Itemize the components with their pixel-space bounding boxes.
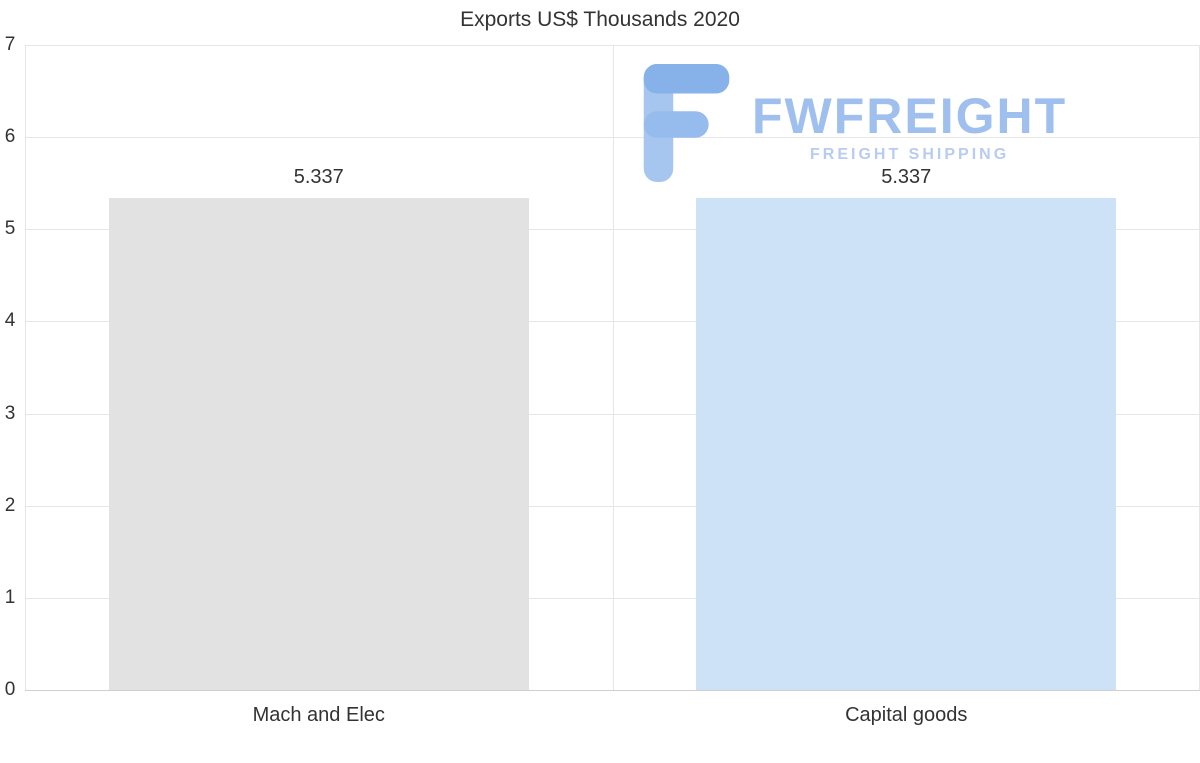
chart-title: Exports US$ Thousands 2020 xyxy=(460,8,740,31)
x-category-label: Mach and Elec xyxy=(252,704,385,726)
fwfreight-logo-icon xyxy=(643,64,730,182)
y-tick-label: 6 xyxy=(4,126,16,148)
y-tick-label: 3 xyxy=(4,402,16,424)
y-tick-label: 7 xyxy=(4,34,16,55)
x-category-label: Capital goods xyxy=(845,704,968,726)
y-gridline xyxy=(25,690,1200,691)
bar-value-label: 5.337 xyxy=(293,166,344,189)
bar-mach-and-elec[interactable] xyxy=(108,198,529,690)
watermark-tagline-text: FREIGHT SHIPPING xyxy=(810,146,1010,163)
fwfreight-watermark: FWFREIGHT FREIGHT SHIPPING xyxy=(642,64,1067,182)
y-tick-label: 5 xyxy=(4,218,16,240)
x-axis: Mach and Elec Capital goods xyxy=(25,704,1200,738)
y-tick-label: 1 xyxy=(4,586,16,608)
x-gridline xyxy=(25,45,26,690)
watermark-brand-text: FWFREIGHT xyxy=(752,88,1068,144)
plot-area: 5.337 5.337 xyxy=(25,45,1200,691)
x-gridline xyxy=(612,45,614,690)
y-tick-label: 2 xyxy=(4,494,16,516)
y-axis: 0 1 2 3 4 5 6 7 xyxy=(0,34,22,700)
bar-capital-goods[interactable] xyxy=(696,198,1117,690)
y-tick-label: 0 xyxy=(4,679,16,700)
bar-value-label: 5.337 xyxy=(881,166,932,189)
y-tick-label: 4 xyxy=(4,310,16,332)
watermark-text-block: FWFREIGHT FREIGHT SHIPPING xyxy=(752,90,1067,164)
